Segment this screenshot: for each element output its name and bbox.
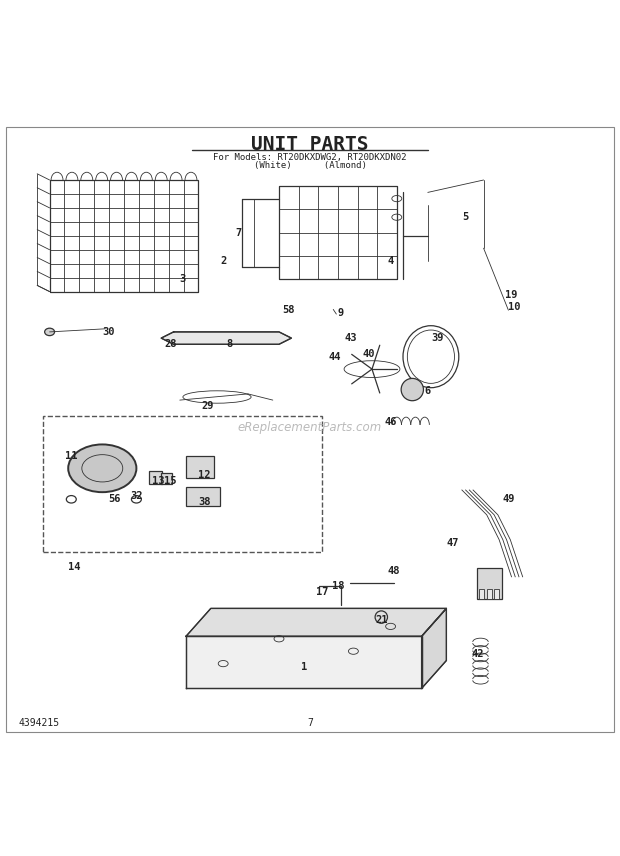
Text: 46: 46 [384,417,397,427]
Text: 40: 40 [363,348,375,359]
Text: 39: 39 [431,333,443,343]
Bar [43,416,322,552]
Text: 29: 29 [202,401,214,411]
Text: 9: 9 [338,308,344,318]
Text: 6: 6 [425,386,431,395]
Text: 56: 56 [108,494,121,504]
Text: 10: 10 [508,302,521,312]
Bar [487,589,492,598]
Text: 28: 28 [164,339,177,349]
Text: eReplacementParts.com: eReplacementParts.com [238,421,382,435]
Text: 30: 30 [102,327,115,337]
Text: 18: 18 [332,581,344,591]
Polygon shape [422,609,446,688]
Text: 43: 43 [344,333,356,343]
Bar [50,180,198,292]
Text: 32: 32 [130,491,143,502]
Text: 13: 13 [152,476,164,485]
Text: 1: 1 [301,662,307,672]
Ellipse shape [401,378,423,401]
Bar [161,473,172,484]
Text: 2: 2 [220,256,226,265]
Bar [149,472,162,484]
Text: 5: 5 [462,212,468,223]
Bar [494,589,499,598]
Text: 4: 4 [388,256,394,265]
Polygon shape [186,636,422,688]
Bar [477,568,502,598]
Bar [186,456,214,478]
Text: UNIT PARTS: UNIT PARTS [251,134,369,153]
Text: For Models: RT20DKXDWG2, RT20DKXDN02: For Models: RT20DKXDWG2, RT20DKXDN02 [213,153,407,162]
Text: 7: 7 [307,717,313,728]
Text: 49: 49 [502,494,515,504]
Polygon shape [161,332,291,344]
Text: 11: 11 [65,451,78,461]
Text: 3: 3 [180,274,186,284]
Text: 47: 47 [446,538,459,548]
Text: 7: 7 [236,228,242,238]
Text: 58: 58 [282,306,294,315]
Text: 38: 38 [198,497,211,508]
Bar [186,487,220,506]
Ellipse shape [68,444,136,492]
Polygon shape [186,609,446,636]
Text: 12: 12 [198,469,211,479]
Ellipse shape [45,328,55,336]
Text: 19: 19 [505,289,518,300]
Text: 48: 48 [388,566,400,575]
Text: 42: 42 [471,650,484,659]
Text: 8: 8 [226,339,232,349]
Bar [279,187,397,279]
Text: 14: 14 [68,562,81,573]
Text: 17: 17 [316,587,329,597]
Text: 4394215: 4394215 [19,717,60,728]
Text: (White)      (Almond): (White) (Almond) [254,161,366,169]
Bar [479,589,484,598]
Text: 15: 15 [164,476,177,485]
Text: 21: 21 [375,615,388,625]
Text: 44: 44 [329,352,341,362]
